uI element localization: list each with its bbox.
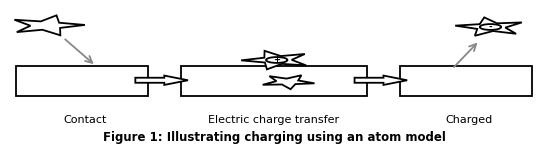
Text: Contact: Contact [63,115,107,125]
Bar [400,66,532,96]
Polygon shape [135,76,188,85]
Polygon shape [355,76,407,85]
Text: Charged: Charged [445,115,492,125]
Text: Electric charge transfer: Electric charge transfer [208,115,340,125]
Polygon shape [241,51,306,69]
Bar [181,66,367,96]
Bar [16,66,148,96]
Polygon shape [14,15,85,35]
Text: Figure 1: Illustrating charging using an atom model: Figure 1: Illustrating charging using an… [102,131,446,144]
Polygon shape [455,17,522,36]
Text: +: + [273,56,280,64]
Text: -: - [489,22,492,32]
Circle shape [480,24,501,30]
Circle shape [266,57,287,63]
Polygon shape [262,75,315,89]
